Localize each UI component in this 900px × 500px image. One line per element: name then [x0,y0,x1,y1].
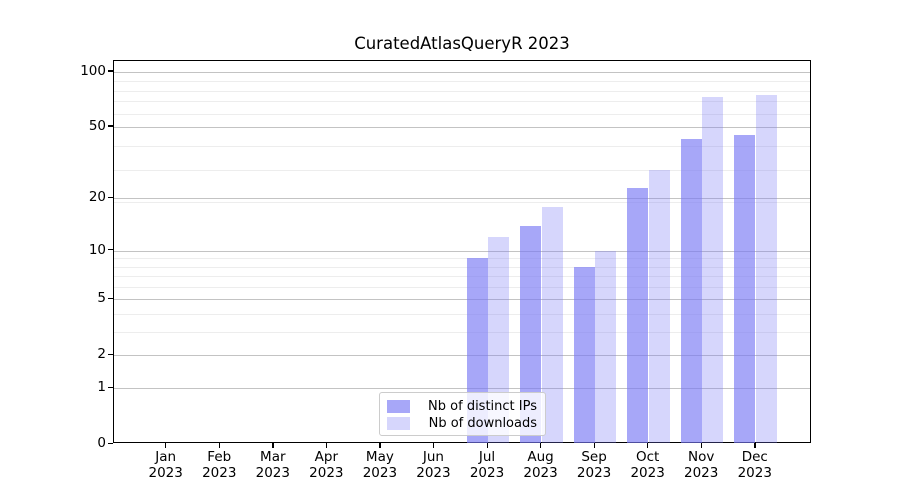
x-tick-mark [432,443,435,448]
y-tick-label: 0 [97,435,106,451]
bar-distinct-ips-nov [680,138,702,443]
x-tick-label-aug: Aug 2023 [523,449,558,481]
gridline-minor [114,146,810,148]
gridline-major [114,250,810,252]
gridline-minor [114,276,810,278]
x-tick-label-dec: Dec 2023 [737,449,772,481]
bar-distinct-ips-dec [734,135,756,443]
legend-swatch-downloads [387,416,410,430]
x-tick-label-may: May 2023 [362,449,398,481]
x-tick-mark [325,443,328,448]
y-tick-mark [108,125,113,127]
y-tick-mark [108,249,113,251]
gridline-minor [114,101,810,103]
gridline-major [114,355,810,357]
x-tick-label-jun: Jun 2023 [416,449,451,481]
legend-label-downloads: Nb of downloads [428,415,537,431]
bar-downloads-sep [595,250,617,443]
x-tick-label-apr: Apr 2023 [309,449,344,481]
legend-item-distinct-ips: Nb of distinct IPs [387,398,537,414]
legend-label-distinct-ips: Nb of distinct IPs [428,398,537,414]
x-tick-label-jan: Jan 2023 [148,449,183,481]
gridline-minor [114,169,810,171]
y-tick-mark [108,442,113,444]
y-tick-mark [108,386,113,388]
bar-downloads-aug [541,206,563,443]
x-tick-label-nov: Nov 2023 [684,449,719,481]
bar-downloads-nov [702,96,724,443]
y-tick-mark [108,297,113,300]
bar-downloads-dec [755,94,777,443]
x-tick-label-mar: Mar 2023 [255,449,290,481]
x-tick-mark [593,443,595,448]
bar-distinct-ips-sep [573,266,595,443]
x-tick-label-sep: Sep 2023 [576,449,612,481]
gridline-minor [114,113,810,115]
bar-downloads-oct [648,169,670,443]
y-tick-mark [108,70,113,72]
y-tick-mark [108,353,113,356]
bar-distinct-ips-aug [520,225,542,443]
gridline-major [114,198,810,200]
y-tick-label: 1 [97,379,106,396]
bar-distinct-ips-oct [627,187,649,443]
gridline-minor [114,266,810,268]
bar-downloads-jul [488,237,509,443]
plot-area [113,60,811,443]
y-tick-label: 100 [80,62,106,79]
legend-swatch-distinct-ips [387,399,410,413]
x-tick-mark [647,443,649,448]
y-tick-label: 20 [88,189,106,206]
gridline-major [114,299,810,301]
x-tick-mark [700,443,702,448]
gridline-minor [114,314,810,316]
legend: Nb of distinct IPs Nb of downloads [379,392,546,436]
gridline-major [114,126,810,128]
y-tick-label: 50 [88,117,106,134]
gridline-major [114,71,810,73]
x-tick-label-jul: Jul 2023 [469,449,505,481]
x-tick-mark [754,443,756,448]
x-tick-mark [218,443,221,448]
gridline-minor [114,90,810,92]
y-tick-label: 2 [97,346,106,363]
y-tick-mark [108,196,113,199]
x-tick-mark [379,443,381,448]
gridline-major [114,388,810,390]
gridline-minor [114,332,810,334]
x-tick-label-oct: Oct 2023 [630,449,665,481]
x-tick-label-feb: Feb 2023 [202,449,237,481]
x-tick-mark [486,443,488,448]
y-tick-label: 5 [97,290,106,307]
x-tick-mark [540,443,542,448]
gridline-minor [114,81,810,83]
gridline-minor [114,258,810,260]
gridline-minor [114,202,810,204]
x-tick-mark [272,443,274,448]
chart-title: CuratedAtlasQueryR 2023 [354,34,570,53]
x-tick-mark [165,443,167,448]
y-tick-label: 10 [88,241,106,258]
gridline-minor [114,287,810,289]
legend-item-downloads: Nb of downloads [387,415,537,431]
